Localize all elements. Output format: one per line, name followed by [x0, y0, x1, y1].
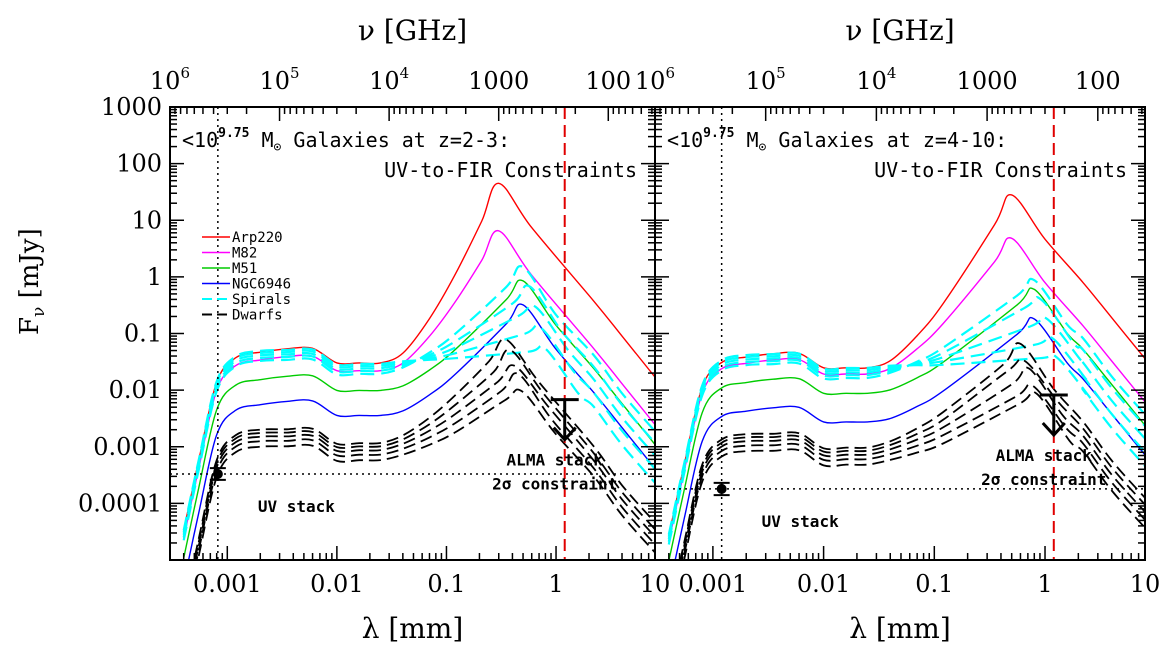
top-tick-label: 1000: [468, 67, 529, 95]
x-tick-label: 0.001: [679, 570, 748, 598]
x-tick-label: 10: [640, 570, 671, 598]
series-dwarfs-3: [681, 383, 1145, 560]
y-tick-label: 1: [147, 263, 162, 291]
top-tick-label: 1000: [957, 67, 1018, 95]
panel-z2-3: UV stack ALMA stack 2σ constraint 0.001 0.01…: [78, 14, 670, 645]
series-arp220: [183, 182, 655, 531]
series-m51: [183, 279, 655, 559]
series-dwarfs-3: [195, 372, 655, 560]
uv-stack-label: UV stack: [258, 497, 335, 516]
plot-area: [655, 107, 1145, 560]
uv-stack-point: [212, 469, 223, 480]
panel-z4-10: UV stack ALMA stack 2σ constraint 0.001 0.01…: [635, 14, 1160, 645]
uv-stack-label: UV stack: [762, 512, 839, 531]
panel-title-line1: <109.75 M⊙ Galaxies at z=2-3:: [182, 126, 510, 155]
top-tick-label: 100: [1075, 67, 1121, 95]
x-tick-label: 1: [548, 570, 563, 598]
top-tick-label: 106: [150, 64, 190, 95]
alma-label-line2: 2σ constraint: [981, 470, 1106, 489]
alma-label-line1: ALMA stack: [507, 451, 604, 470]
series-dwarfs-4: [196, 388, 655, 560]
y-tick-label: 10: [131, 206, 162, 234]
top-tick-label: 105: [260, 64, 300, 95]
alma-limit-arrowhead: [1041, 421, 1066, 438]
x-tick-label: 0.01: [797, 570, 850, 598]
top-tick-label: 105: [746, 64, 786, 95]
legend-label-m82: M82: [232, 246, 257, 262]
legend-label-ngc6946: NGC6946: [232, 277, 291, 293]
svg-text:Fν [mJy]: Fν [mJy]: [15, 228, 49, 335]
series-dwarfs-1: [680, 358, 1145, 560]
series-m51: [668, 287, 1145, 560]
series-dwarfs-2: [681, 366, 1145, 560]
x-tick-label: 1: [1037, 570, 1052, 598]
top-tick-label: 104: [856, 64, 896, 95]
x-axis-label: λ [mm]: [849, 612, 951, 645]
x-tick-label: 10: [1130, 570, 1161, 598]
series-spirals-4: [667, 351, 1145, 535]
series-dwarfs-4: [683, 390, 1145, 560]
panel-title-line2: UV-to-FIR Constraints: [384, 158, 637, 182]
series-spirals-3: [182, 324, 655, 533]
series-dwarfs-0: [193, 338, 655, 560]
top-axis-label: ν [GHz]: [845, 14, 954, 47]
series-dwarfs-1: [193, 348, 655, 560]
y-axis-label-main: F: [15, 317, 45, 335]
x-tick-label: 0.1: [427, 570, 465, 598]
series-spirals-3: [667, 335, 1145, 537]
y-tick-label: 100: [116, 150, 162, 178]
top-tick-label: 100: [585, 67, 631, 95]
x-tick-label: 0.01: [310, 570, 363, 598]
top-tick-label: 104: [369, 64, 409, 95]
y-tick-label: 1000: [101, 93, 162, 121]
series-m82: [668, 237, 1145, 542]
x-tick-label: 0.1: [915, 570, 953, 598]
alma-label-line1: ALMA stack: [996, 446, 1093, 465]
series-spirals-2: [667, 315, 1145, 540]
series-spirals-1: [182, 284, 655, 538]
alma-limit-arrowhead: [552, 426, 577, 442]
panel-title-line2: UV-to-FIR Constraints: [874, 158, 1127, 182]
y-axis-label-sub: ν: [29, 307, 49, 317]
legend-label-spirals: Spirals: [232, 292, 291, 308]
legend-label-arp220: Arp220: [232, 230, 283, 246]
series-dwarfs-0: [679, 342, 1145, 560]
y-tick-label: 0.01: [109, 376, 162, 404]
series-spirals-0: [667, 277, 1145, 545]
plot-area: [170, 107, 655, 560]
y-axis-label: Fν [mJy]: [15, 228, 49, 335]
series-spirals-0: [182, 265, 655, 541]
series-dwarfs-2: [194, 364, 655, 560]
top-tick-label: 106: [635, 64, 675, 95]
series-spirals-2: [182, 303, 655, 536]
legend-label-m51: M51: [232, 261, 257, 277]
series-ngc6946: [674, 316, 1145, 560]
y-axis-label-unit: [mJy]: [15, 228, 45, 306]
x-tick-label: 0.001: [193, 570, 262, 598]
panel-title-line1: <109.75 M⊙ Galaxies at z=4-10:: [667, 126, 1007, 155]
uv-stack-point: [716, 483, 727, 494]
y-tick-label: 0.0001: [78, 489, 162, 517]
top-axis-label: ν [GHz]: [358, 14, 467, 47]
alma-label-line2: 2σ constraint: [492, 475, 617, 494]
x-axis-label: λ [mm]: [362, 612, 464, 645]
series-spirals-1: [667, 295, 1145, 542]
series-spirals-4: [182, 344, 655, 531]
y-tick-label: 0.1: [124, 320, 162, 348]
series-ngc6946: [187, 303, 655, 560]
y-tick-label: 0.001: [93, 433, 162, 461]
legend-label-dwarfs: Dwarfs: [232, 308, 283, 324]
